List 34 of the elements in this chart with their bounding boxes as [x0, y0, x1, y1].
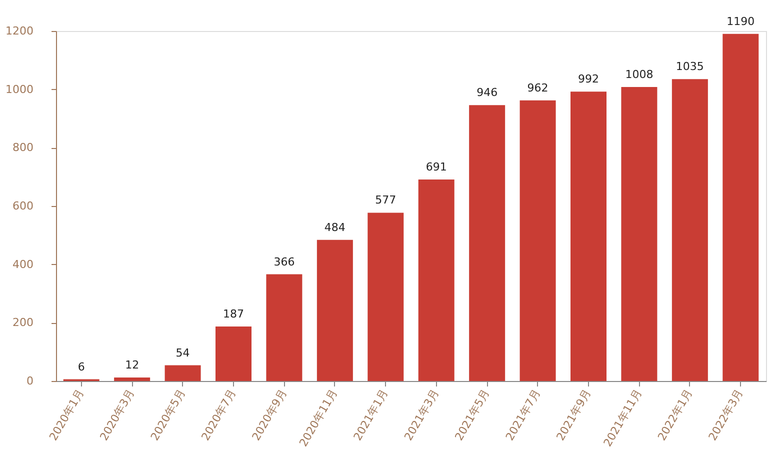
data-label: 484: [324, 220, 346, 234]
y-tick-label: 600: [12, 200, 34, 212]
data-label: 6: [78, 360, 85, 374]
data-label: 962: [527, 81, 548, 94]
y-tick-label: 1200: [6, 24, 34, 38]
data-label: 1190: [726, 14, 755, 28]
data-label: 12: [125, 358, 140, 372]
bar: [418, 179, 454, 381]
bar: [570, 92, 606, 381]
bar: [621, 87, 658, 381]
data-label: 691: [426, 160, 447, 174]
bar: [368, 212, 404, 381]
y-tick-label: 400: [12, 258, 34, 271]
data-label: 577: [375, 194, 396, 207]
data-label: 366: [274, 255, 295, 268]
bar: [216, 326, 252, 381]
bar: [316, 240, 353, 381]
bar: [164, 365, 201, 381]
data-label: 946: [476, 86, 498, 100]
bar: [114, 378, 150, 381]
data-label: 1035: [676, 60, 704, 74]
y-tick-label: 1000: [6, 82, 34, 96]
bar: [672, 79, 708, 381]
data-label: 1008: [625, 68, 654, 81]
data-label: 54: [176, 346, 190, 360]
y-tick-label: 800: [12, 141, 34, 154]
data-label: 187: [223, 307, 244, 320]
y-tick-label: 0: [26, 374, 34, 388]
y-tick-label: 200: [12, 316, 34, 330]
bar: [520, 100, 556, 381]
data-label: 992: [578, 72, 599, 86]
bar: [469, 105, 506, 381]
bar: [266, 274, 302, 381]
bar: [722, 34, 759, 381]
